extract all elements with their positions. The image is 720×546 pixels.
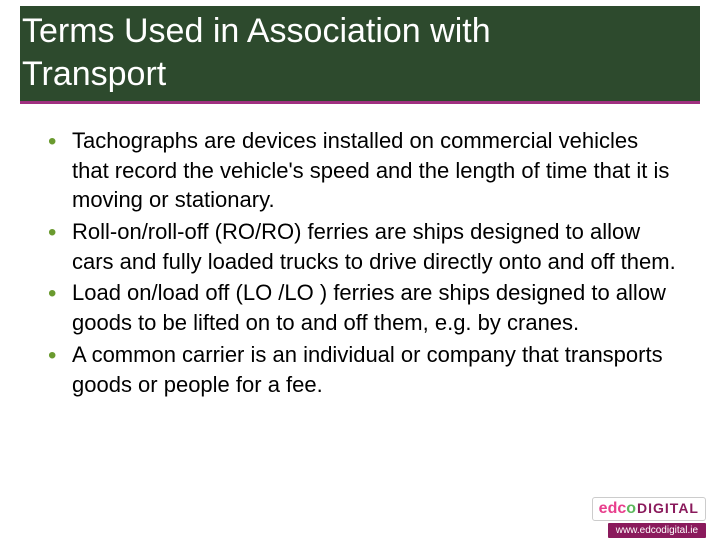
bullet-list: Tachographs are devices installed on com… xyxy=(48,126,680,399)
list-item: A common carrier is an individual or com… xyxy=(48,340,680,399)
title-line-1: Terms Used in Association with xyxy=(22,12,491,50)
footer: edco DIGITAL www.edcodigital.ie xyxy=(592,497,706,538)
list-item: Tachographs are devices installed on com… xyxy=(48,126,680,215)
logo-edco-text: edco xyxy=(599,500,636,518)
footer-url: www.edcodigital.ie xyxy=(608,523,706,538)
logo-digital-text: DIGITAL xyxy=(637,500,699,516)
title-line-2: Transport xyxy=(22,55,166,93)
slide-title: Terms Used in Association with Transport xyxy=(20,10,700,95)
content-area: Tachographs are devices installed on com… xyxy=(0,104,720,399)
list-item: Load on/load off (LO /LO ) ferries are s… xyxy=(48,278,680,337)
title-bar: Terms Used in Association with Transport xyxy=(20,6,700,101)
list-item: Roll-on/roll-off (RO/RO) ferries are shi… xyxy=(48,217,680,276)
edco-logo: edco DIGITAL xyxy=(592,497,706,521)
